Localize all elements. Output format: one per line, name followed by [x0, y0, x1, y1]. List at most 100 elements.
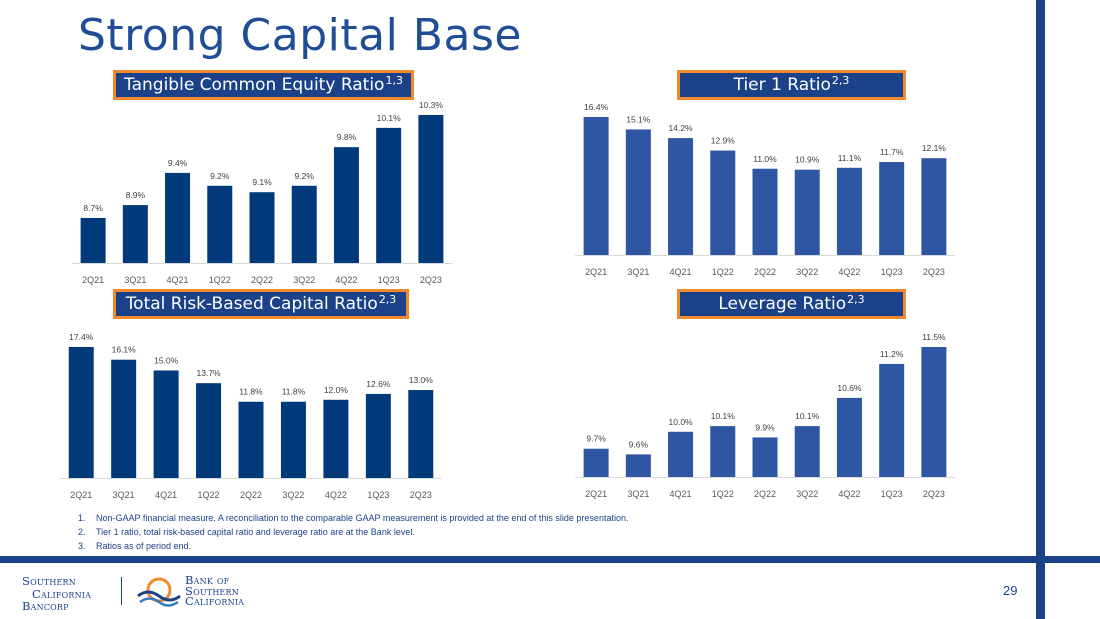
leverage-data-label-1Q23: 11.2% — [880, 349, 904, 359]
leverage-bar-3Q21 — [625, 454, 651, 477]
leverage-data-label-2Q21: 9.7% — [586, 434, 606, 444]
leverage-bar-2Q21 — [583, 448, 609, 477]
bank-wave-icon — [137, 577, 181, 607]
trbc-data-label-3Q22: 11.8% — [282, 387, 306, 397]
leverage-tick-label-3Q21: 3Q21 — [627, 489, 649, 499]
tier1-bar-1Q23 — [879, 162, 905, 255]
trbc-data-label-2Q21: 17.4% — [69, 332, 94, 342]
leverage-bar-1Q22 — [710, 426, 736, 477]
tce-data-label-2Q23: 10.3% — [419, 100, 444, 110]
trbc-data-label-1Q22: 13.7% — [197, 368, 222, 378]
tier1-bar-2Q22 — [752, 168, 778, 255]
tce-data-label-1Q22: 9.2% — [210, 171, 230, 181]
bank-logo-line-3: California — [185, 594, 245, 608]
tce-chart: 8.7% 2Q21 8.9% 3Q21 9.4% 4Q21 9.2% 1Q22 9.1% 2Q22… — [72, 100, 452, 285]
tier1-data-label-2Q21: 16.4% — [584, 102, 609, 112]
tier1-bar-1Q22 — [710, 150, 736, 255]
leverage-bar-1Q23 — [879, 363, 905, 477]
tce-tick-label-3Q21: 3Q21 — [124, 275, 146, 285]
tier1-tick-label-2Q22: 2Q22 — [754, 267, 776, 277]
footnote-1: 1. Non-GAAP financial measure. A reconcil… — [78, 513, 629, 523]
tce-bar-3Q21 — [122, 205, 148, 263]
bank-of-southern-california-logo: Bank of Southern California — [185, 575, 244, 607]
tce-bar-4Q22 — [333, 147, 359, 263]
tier1-label-sup: 2,3 — [831, 73, 850, 87]
leverage-tick-label-1Q22: 1Q22 — [712, 489, 734, 499]
page-number: 29 — [1003, 583, 1018, 598]
tier1-bar-3Q22 — [794, 169, 820, 255]
leverage-label-text: Leverage Ratio — [718, 294, 847, 314]
leverage-bar-2Q23 — [921, 347, 947, 477]
tce-tick-label-2Q23: 2Q23 — [420, 275, 442, 285]
tier1-tick-label-1Q23: 1Q23 — [881, 267, 903, 277]
vertical-accent-bar — [1036, 0, 1045, 619]
tce-bar-2Q23 — [418, 115, 444, 263]
tier1-data-label-3Q22: 10.9% — [795, 155, 820, 165]
trbc-tick-label-3Q22: 3Q22 — [282, 490, 304, 500]
tce-bar-4Q21 — [165, 172, 191, 263]
page-title: Strong Capital Base — [78, 10, 522, 61]
tier1-data-label-3Q21: 15.1% — [626, 114, 651, 124]
tier1-tick-label-2Q23: 2Q23 — [923, 267, 945, 277]
trbc-data-label-2Q22: 11.8% — [239, 387, 263, 397]
leverage-data-label-1Q22: 10.1% — [711, 411, 736, 421]
tier1-tick-label-3Q21: 3Q21 — [627, 267, 649, 277]
bank-logo-line-2: Southern — [185, 583, 239, 598]
trbc-bar-3Q21 — [111, 359, 137, 478]
trbc-data-label-4Q21: 15.0% — [154, 355, 179, 365]
tce-data-label-3Q21: 8.9% — [126, 190, 146, 200]
southern-california-bancorp-logo: Southern California Bancorp — [22, 575, 91, 613]
tier1-tick-label-4Q21: 4Q21 — [670, 267, 692, 277]
leverage-data-label-2Q22: 9.9% — [755, 422, 775, 432]
trbc-bar-4Q22 — [323, 399, 349, 478]
bank-logo-line-1: Bank of — [185, 573, 230, 587]
leverage-bar-3Q22 — [794, 426, 820, 477]
tce-bar-3Q22 — [291, 185, 317, 263]
tce-data-label-3Q22: 9.2% — [295, 171, 315, 181]
leverage-data-label-3Q21: 9.6% — [629, 439, 649, 449]
tce-data-label-1Q23: 10.1% — [377, 113, 402, 123]
tce-bar-1Q22 — [207, 185, 233, 263]
tce-label-sup: 1,3 — [385, 73, 403, 87]
trbc-bar-1Q22 — [196, 383, 222, 478]
logo-line-1: Southern — [22, 574, 76, 588]
trbc-bar-4Q21 — [153, 370, 179, 478]
tce-tick-label-2Q21: 2Q21 — [82, 275, 104, 285]
leverage-label: Leverage Ratio 2,3 — [677, 289, 906, 319]
tier1-data-label-1Q22: 12.9% — [711, 136, 736, 146]
trbc-data-label-1Q23: 12.6% — [366, 379, 391, 389]
trbc-bar-2Q21 — [68, 347, 94, 478]
tier1-tick-label-1Q22: 1Q22 — [712, 267, 734, 277]
trbc-label-text: Total Risk-Based Capital Ratio — [125, 294, 378, 314]
tce-tick-label-1Q23: 1Q23 — [378, 275, 400, 285]
leverage-label-sup: 2,3 — [847, 292, 865, 306]
trbc-data-label-2Q23: 13.0% — [409, 375, 434, 385]
trbc-tick-label-3Q21: 3Q21 — [113, 490, 135, 500]
footnotes: 1. Non-GAAP financial measure. A reconcil… — [78, 511, 628, 553]
trbc-chart: 17.4% 2Q21 16.1% 3Q21 15.0% 4Q21 13.7% 1Q22 11.8… — [60, 332, 442, 500]
tier1-chart: 16.4% 2Q21 15.1% 3Q21 14.2% 4Q21 12.9% 1Q22 11.0… — [575, 102, 955, 277]
tier1-bar-2Q23 — [921, 158, 947, 255]
tier1-tick-label-4Q22: 4Q22 — [838, 267, 860, 277]
tce-data-label-2Q22: 9.1% — [252, 177, 272, 187]
leverage-data-label-2Q23: 11.5% — [922, 332, 946, 342]
trbc-tick-label-1Q22: 1Q22 — [198, 490, 220, 500]
logo-line-3: Bancorp — [22, 599, 69, 613]
horizontal-accent-bar — [0, 556, 1100, 563]
footnote-3: 3. Ratios as of period end. — [78, 541, 192, 551]
leverage-data-label-4Q22: 10.6% — [837, 383, 862, 393]
leverage-tick-label-4Q21: 4Q21 — [670, 489, 692, 499]
leverage-data-label-3Q22: 10.1% — [795, 411, 820, 421]
tier1-label-text: Tier 1 Ratio — [733, 75, 831, 95]
tier1-label: Tier 1 Ratio 2,3 — [677, 70, 906, 100]
footnote-2: 2. Tier 1 ratio, total risk-based capital… — [78, 527, 415, 537]
trbc-data-label-3Q21: 16.1% — [112, 345, 137, 355]
trbc-tick-label-2Q23: 2Q23 — [410, 490, 432, 500]
tier1-data-label-2Q23: 12.1% — [922, 143, 947, 153]
tce-data-label-4Q22: 9.8% — [337, 132, 357, 142]
leverage-tick-label-2Q23: 2Q23 — [923, 489, 945, 499]
tier1-data-label-4Q21: 14.2% — [669, 123, 694, 133]
trbc-label-sup: 2,3 — [378, 292, 397, 306]
tier1-data-label-4Q22: 11.1% — [838, 153, 862, 163]
leverage-chart: 9.7% 2Q21 9.6% 3Q21 10.0% 4Q21 10.1% 1Q22 9.9% 2Q… — [575, 332, 955, 499]
